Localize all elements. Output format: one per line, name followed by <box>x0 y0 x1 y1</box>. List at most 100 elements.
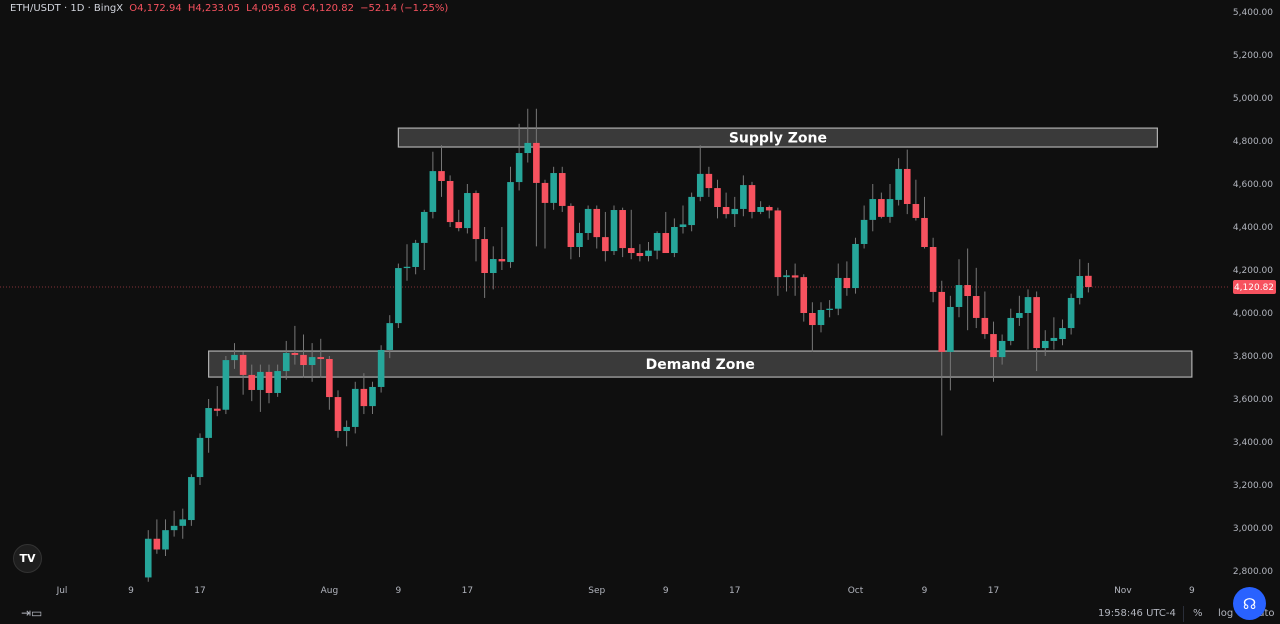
clock-timezone[interactable]: 19:58:46 UTC-4 <box>1098 608 1176 619</box>
candle-body <box>869 199 877 220</box>
candle <box>748 181 756 219</box>
candle <box>231 343 238 369</box>
candle <box>576 222 583 258</box>
zone-box <box>208 350 1193 378</box>
candle-body <box>878 199 885 217</box>
candle <box>455 209 463 232</box>
candle-body <box>524 142 532 154</box>
candle-body <box>722 207 730 215</box>
candle <box>162 519 169 556</box>
candle-body <box>472 193 480 240</box>
candle-body <box>1059 328 1066 340</box>
candle-body <box>705 173 713 189</box>
candle-body <box>265 371 273 393</box>
y-axis-label: 4,400.00 <box>1233 223 1273 233</box>
candle <box>541 179 549 249</box>
candle <box>369 381 376 415</box>
candle-body <box>170 525 178 531</box>
candle <box>429 151 437 219</box>
price-chart[interactable]: 5,400.00 5,200.00 5,000.00 4,800.00 4,600.00… <box>0 0 1280 603</box>
candle-body <box>489 259 497 274</box>
candle <box>800 274 808 322</box>
candle-body <box>455 222 463 229</box>
candle-body <box>179 519 187 526</box>
x-axis-label: Sep <box>588 586 605 596</box>
x-axis-label: 9 <box>663 586 669 596</box>
candle <box>239 351 247 395</box>
candle-body <box>300 354 307 366</box>
candle-body <box>1024 297 1032 313</box>
candle <box>188 474 195 526</box>
candle-body <box>662 233 670 254</box>
candle <box>326 356 333 410</box>
candle <box>343 420 350 447</box>
candle <box>964 248 971 331</box>
candle <box>386 315 394 359</box>
candle <box>360 373 368 415</box>
candle-body <box>481 239 488 274</box>
x-axis-label: Aug <box>321 586 339 596</box>
candle <box>688 192 695 232</box>
y-axis-label: 5,200.00 <box>1233 51 1273 61</box>
candle <box>291 325 299 365</box>
low-value: L4,095.68 <box>246 3 297 14</box>
candle-body <box>619 210 626 249</box>
candle-body <box>636 253 644 257</box>
candle-body <box>395 268 402 324</box>
symbol-title[interactable]: ETH/USDT · 1D · BingX <box>10 3 124 14</box>
candle <box>1050 317 1058 350</box>
candle-body <box>593 208 601 238</box>
candle-body <box>774 210 782 278</box>
candle-body <box>144 538 152 578</box>
x-axis-label: Nov <box>1114 586 1132 596</box>
candle <box>938 280 946 436</box>
candle <box>481 227 488 298</box>
open-value: O4,172.94 <box>129 3 182 14</box>
candle <box>903 149 911 215</box>
y-axis-label: 3,600.00 <box>1233 395 1273 405</box>
candle-body <box>222 360 230 410</box>
calendar-range-icon[interactable]: ⇥▭ <box>21 606 43 620</box>
candle-body <box>800 277 808 313</box>
candle-body <box>282 352 290 372</box>
candle-body <box>153 538 161 550</box>
candle <box>947 295 954 391</box>
candle <box>783 270 790 292</box>
candle <box>1076 259 1084 305</box>
auto-scale-toggle[interactable]: auto <box>1252 608 1275 619</box>
candle <box>852 237 859 294</box>
candle-body <box>1007 317 1015 341</box>
candle <box>144 530 152 582</box>
percent-scale-toggle[interactable]: % <box>1193 608 1203 619</box>
candle <box>765 205 773 219</box>
candle-body <box>714 188 721 208</box>
candle <box>351 381 359 434</box>
candle-body <box>507 182 514 263</box>
y-axis-label: 4,800.00 <box>1233 137 1273 147</box>
candle-body <box>1085 275 1092 288</box>
candle-body <box>671 227 678 254</box>
candle <box>257 364 264 412</box>
candle <box>472 190 480 262</box>
candle-body <box>248 374 256 390</box>
x-axis-label: Jul <box>56 586 68 596</box>
candle <box>990 321 997 382</box>
candle <box>912 179 920 221</box>
candle-body <box>627 248 635 254</box>
candle <box>809 302 816 352</box>
candle-body <box>748 185 756 212</box>
candle <box>791 263 799 296</box>
candle-body <box>1076 276 1084 298</box>
tradingview-logo[interactable]: TV <box>13 544 42 573</box>
symbol-legend: ETH/USDT · 1D · BingX O4,172.94 H4,233.0… <box>10 3 451 14</box>
candle <box>705 166 713 197</box>
candle-body <box>740 185 747 209</box>
y-axis-label: 3,400.00 <box>1233 438 1273 448</box>
y-axis-label: 4,200.00 <box>1233 266 1273 276</box>
candle-body <box>955 285 963 307</box>
log-scale-toggle[interactable]: log <box>1218 608 1234 619</box>
candle <box>774 207 782 296</box>
candle <box>981 291 989 339</box>
candle <box>533 108 540 247</box>
help-button[interactable]: ☊ <box>1233 587 1266 620</box>
